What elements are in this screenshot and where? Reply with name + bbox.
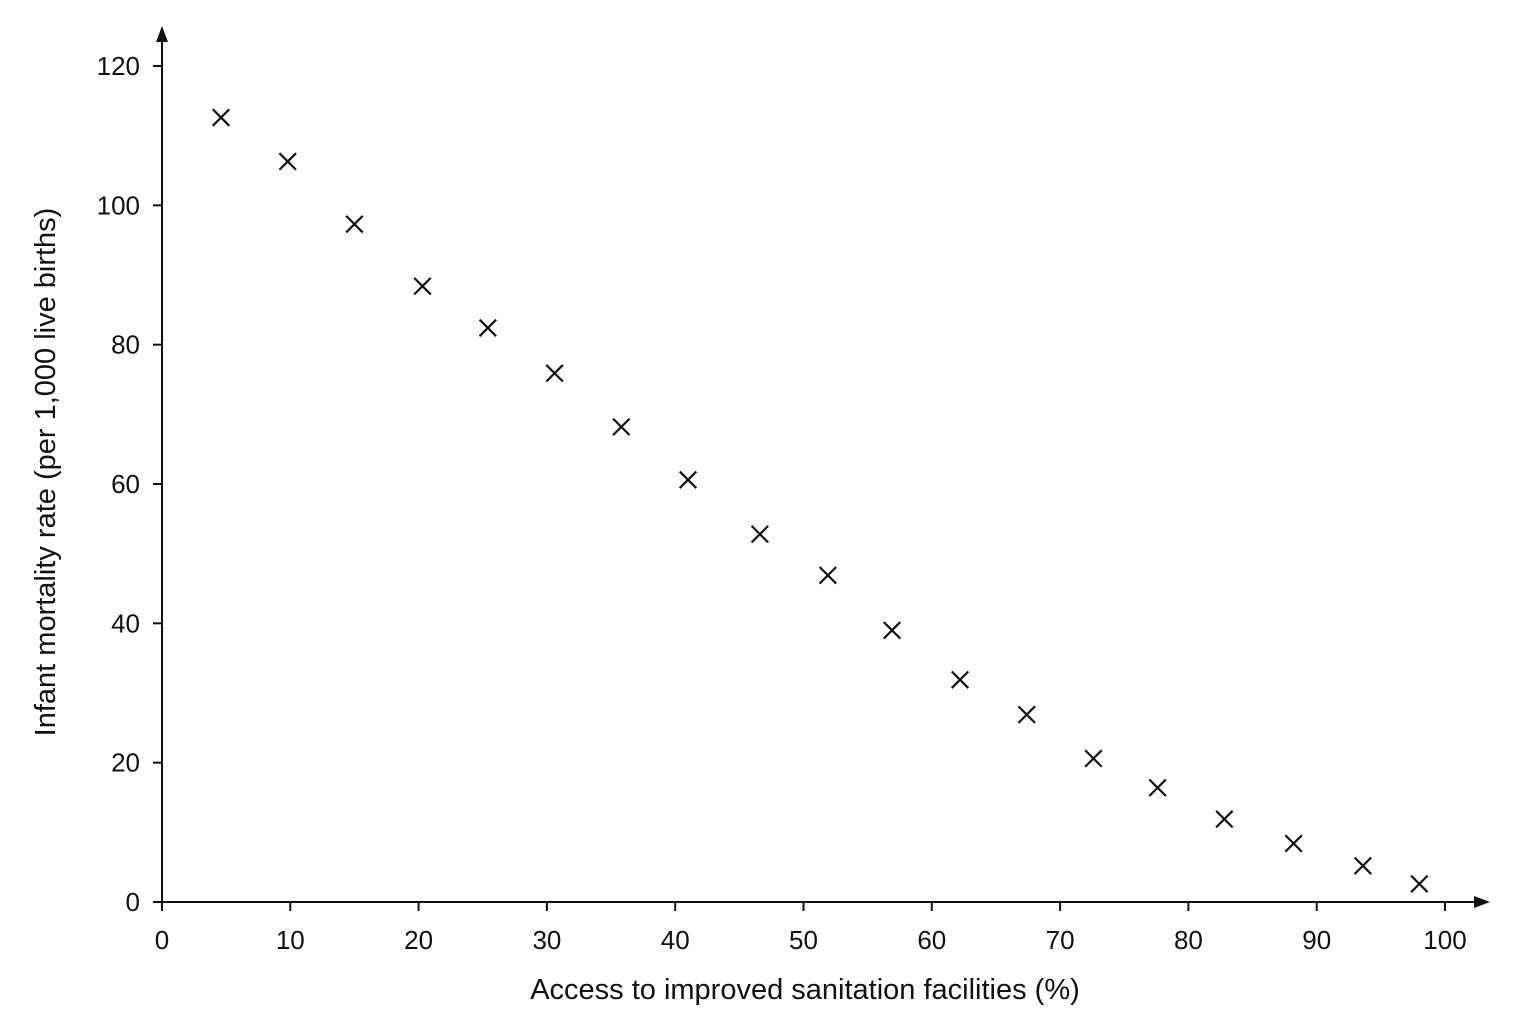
- x-tick-label: 10: [276, 925, 305, 955]
- data-point-marker: [545, 364, 564, 383]
- axes: [156, 26, 1490, 908]
- y-tick-label: 80: [111, 330, 140, 360]
- data-point-marker: [818, 566, 837, 585]
- data-point-marker: [1353, 856, 1372, 875]
- x-axis-title: Access to improved sanitation facilities…: [530, 974, 1080, 1006]
- data-point-marker: [750, 525, 769, 544]
- x-tick-label: 70: [1046, 925, 1075, 955]
- data-point-marker: [1215, 810, 1234, 829]
- data-point-marker: [1084, 749, 1103, 768]
- data-point-marker: [278, 152, 297, 171]
- data-point-marker: [413, 277, 432, 296]
- y-tick-label: 0: [126, 887, 140, 917]
- data-points: [211, 108, 1429, 893]
- y-tick-label: 100: [97, 190, 140, 220]
- data-point-marker: [678, 470, 698, 489]
- x-tick-label: 60: [917, 925, 946, 955]
- y-tick-label: 20: [111, 748, 140, 778]
- data-point-marker: [1148, 778, 1167, 797]
- y-tick-label: 40: [111, 608, 140, 638]
- data-point-marker: [612, 417, 631, 436]
- x-tick-label: 20: [404, 925, 433, 955]
- data-point-marker: [211, 108, 231, 127]
- x-tick-label: 40: [661, 925, 690, 955]
- data-point-marker: [882, 621, 902, 640]
- data-point-marker: [478, 318, 497, 338]
- data-point-marker: [1410, 874, 1429, 893]
- x-axis-arrowhead: [1474, 896, 1490, 908]
- y-axis-arrowhead: [156, 26, 168, 42]
- x-tick-label: 90: [1302, 925, 1331, 955]
- data-point-marker: [345, 215, 364, 234]
- y-axis-title: Infant mortality rate (per 1,000 live bi…: [30, 208, 62, 737]
- data-point-marker: [950, 670, 970, 689]
- data-point-marker: [1284, 834, 1303, 853]
- y-axis-ticks: 0 20 40 60 80 100 120: [97, 51, 162, 917]
- x-tick-label: 0: [155, 925, 169, 955]
- x-tick-label: 80: [1174, 925, 1203, 955]
- x-tick-label: 30: [532, 925, 561, 955]
- x-tick-label: 50: [789, 925, 818, 955]
- x-tick-label: 100: [1423, 925, 1466, 955]
- x-axis-ticks: 0 10 20 30 40 50 60 70 80 90 100: [155, 902, 1467, 955]
- data-point-marker: [1017, 705, 1036, 724]
- y-tick-label: 60: [111, 469, 140, 499]
- y-tick-label: 120: [97, 51, 140, 81]
